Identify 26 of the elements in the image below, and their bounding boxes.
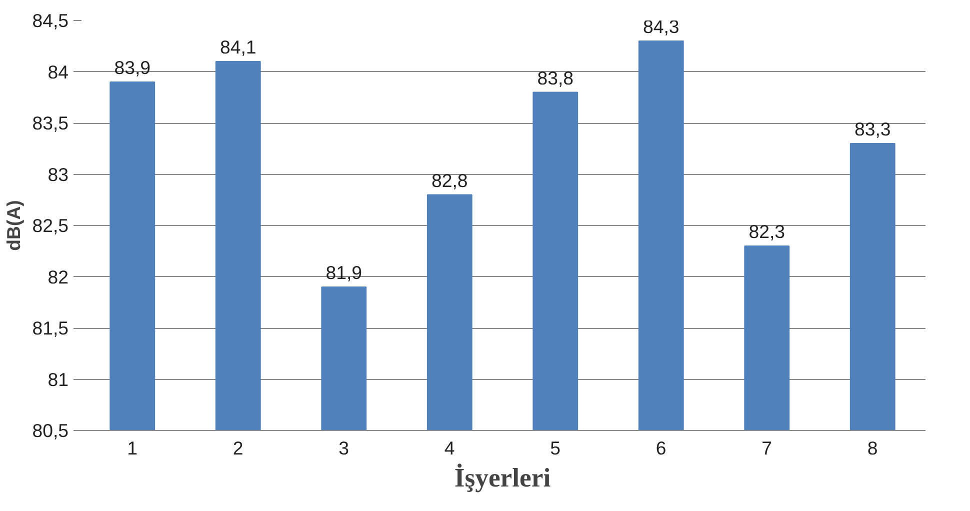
data-label: 81,9 — [326, 262, 362, 283]
y-tick-label: 81 — [48, 368, 69, 390]
x-tick-label: 8 — [867, 438, 878, 458]
x-tick-label: 4 — [444, 438, 455, 458]
y-tick-label: 80,5 — [32, 420, 68, 441]
x-tick-label: 3 — [338, 438, 350, 458]
y-tick-label: 81,5 — [32, 318, 68, 338]
x-tick-label: 2 — [232, 438, 244, 458]
data-label: 82,8 — [431, 170, 468, 191]
y-tick-label: 84,5 — [32, 10, 68, 31]
data-label: 83,3 — [854, 118, 891, 140]
x-tick-label: 6 — [656, 438, 666, 458]
y-tick-label: 84 — [48, 61, 69, 82]
y-tick-label: 83,5 — [32, 112, 68, 134]
y-axis-title: dB(A) — [3, 200, 24, 251]
data-label: 82,3 — [748, 221, 786, 242]
x-tick-label: 1 — [127, 438, 138, 458]
data-label: 83,9 — [114, 57, 151, 78]
x-tick-label: 5 — [550, 438, 561, 458]
x-tick-label: 7 — [762, 438, 772, 458]
x-axis-title: İşyerleri — [454, 462, 552, 492]
data-label: 84,1 — [220, 36, 256, 58]
y-tick-label: 82,5 — [32, 215, 68, 236]
data-label: 83,8 — [537, 67, 574, 88]
y-tick-label: 82 — [48, 266, 69, 288]
y-tick-label: 83 — [48, 164, 69, 185]
